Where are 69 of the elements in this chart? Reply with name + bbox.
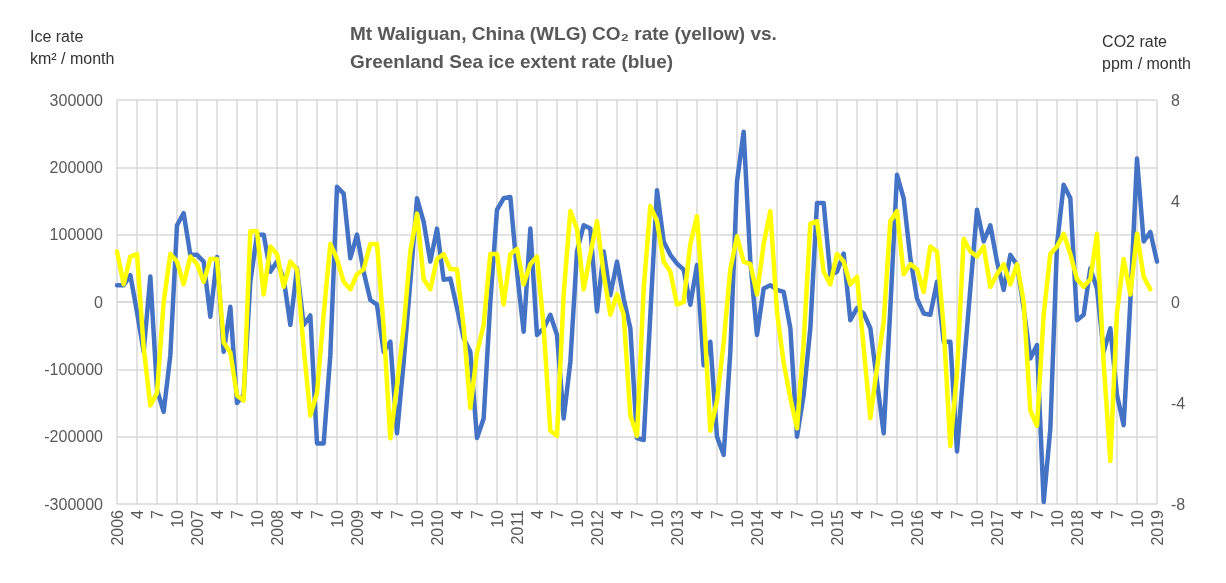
x-tick-label: 2013 bbox=[668, 509, 686, 546]
x-tick-label: 10 bbox=[1128, 509, 1146, 528]
y2-tick-label: 8 bbox=[1171, 91, 1180, 109]
x-tick-label: 4 bbox=[208, 509, 226, 519]
x-tick-label: 7 bbox=[548, 509, 566, 519]
y-tick-label: 300000 bbox=[49, 91, 104, 109]
x-tick-label: 10 bbox=[888, 509, 906, 528]
x-tick-label: 7 bbox=[948, 509, 966, 519]
x-tick-label: 7 bbox=[148, 509, 166, 519]
x-tick-label: 7 bbox=[308, 509, 326, 519]
x-tick-label: 10 bbox=[408, 509, 426, 528]
x-tick-label: 2006 bbox=[108, 509, 126, 546]
x-tick-label: 4 bbox=[1088, 509, 1106, 519]
x-tick-label: 4 bbox=[528, 509, 546, 519]
x-tick-label: 7 bbox=[1028, 509, 1046, 519]
y2-tick-label: -8 bbox=[1171, 495, 1186, 513]
y-axis-title: Ice rate km² / month bbox=[30, 27, 115, 67]
x-tick-label: 2019 bbox=[1148, 509, 1166, 546]
x-tick-label: 10 bbox=[248, 509, 266, 528]
x-tick-label: 2018 bbox=[1068, 509, 1086, 546]
x-tick-label: 7 bbox=[228, 509, 246, 519]
line-series bbox=[114, 203, 1153, 464]
x-tick-label: 2011 bbox=[508, 509, 526, 545]
x-tick-label: 4 bbox=[1008, 509, 1026, 519]
x-tick-label: 10 bbox=[1048, 509, 1066, 528]
x-tick-label: 7 bbox=[628, 509, 646, 519]
x-tick-label: 7 bbox=[788, 509, 806, 519]
x-tick-label: 10 bbox=[328, 509, 346, 528]
x-tick-label: 2015 bbox=[828, 509, 846, 546]
y-tick-label: 100000 bbox=[49, 226, 104, 244]
x-tick-label: 10 bbox=[968, 509, 986, 528]
y-tick-label: -300000 bbox=[44, 495, 104, 513]
x-tick-label: 7 bbox=[388, 509, 406, 519]
x-tick-label: 2014 bbox=[748, 509, 766, 546]
y2-tick-label: 4 bbox=[1171, 192, 1180, 210]
y-tick-label: -200000 bbox=[44, 428, 104, 446]
x-tick-label: 2017 bbox=[988, 509, 1006, 546]
x-tick-label: 2008 bbox=[268, 509, 286, 546]
x-tick-label: 7 bbox=[868, 509, 886, 519]
x-tick-label: 10 bbox=[568, 509, 586, 528]
x-tick-label: 2016 bbox=[908, 509, 926, 546]
x-tick-label: 7 bbox=[1108, 509, 1126, 519]
x-tick-label: 4 bbox=[608, 509, 626, 519]
x-tick-label: 2009 bbox=[348, 509, 366, 546]
x-tick-label: 4 bbox=[848, 509, 866, 519]
y2-tick-label: 0 bbox=[1171, 293, 1180, 311]
x-tick-label: 10 bbox=[728, 509, 746, 528]
x-tick-label: 4 bbox=[688, 509, 706, 519]
x-tick-label: 10 bbox=[648, 509, 666, 528]
x-tick-label: 7 bbox=[468, 509, 486, 519]
y-tick-label: 0 bbox=[94, 293, 104, 311]
x-tick-label: 4 bbox=[928, 509, 946, 519]
x-tick-label: 4 bbox=[128, 509, 146, 519]
y-tick-label: -100000 bbox=[44, 360, 104, 378]
x-tick-label: 10 bbox=[168, 509, 186, 528]
y-tick-label: 200000 bbox=[49, 158, 104, 176]
x-tick-label: 4 bbox=[368, 509, 386, 519]
chart-title: Mt Waliguan, China (WLG) CO₂ rate (yellow) vs. Greenland Sea ice extent rate (blue) bbox=[350, 22, 783, 72]
x-tick-label: 10 bbox=[488, 509, 506, 528]
x-tick-label: 10 bbox=[808, 509, 826, 528]
x-tick-label: 2010 bbox=[428, 509, 446, 546]
y2-axis-title: CO2 rate ppm / month bbox=[1102, 32, 1192, 72]
x-tick-label: 2007 bbox=[188, 509, 206, 546]
x-tick-label: 4 bbox=[448, 509, 466, 519]
x-tick-label: 2012 bbox=[588, 509, 606, 546]
x-tick-label: 4 bbox=[288, 509, 306, 519]
x-tick-label: 4 bbox=[768, 509, 786, 519]
y2-tick-label: -4 bbox=[1171, 394, 1186, 412]
x-tick-label: 7 bbox=[708, 509, 726, 519]
